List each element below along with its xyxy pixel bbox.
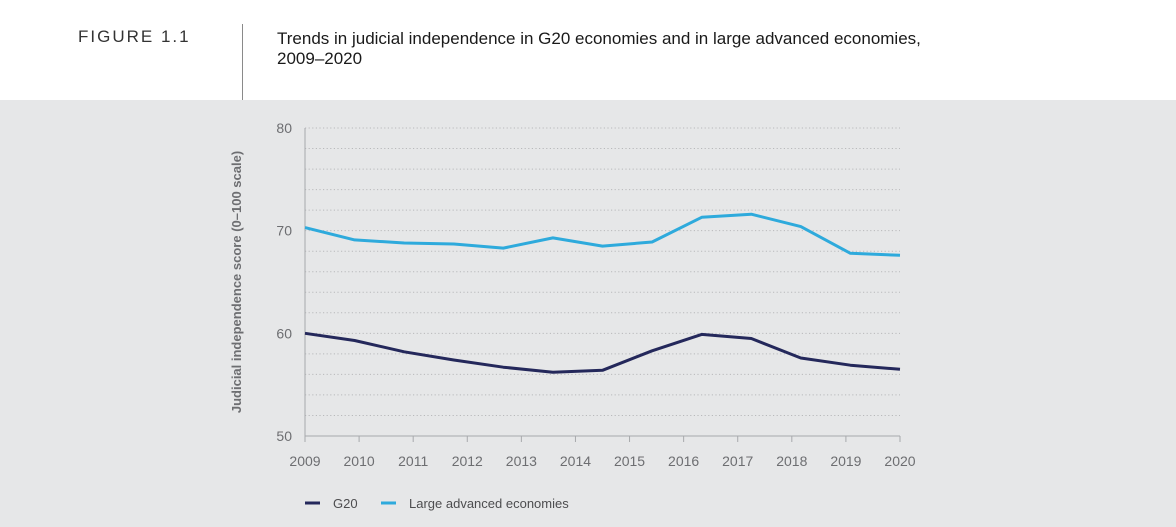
y-tick-label: 50 bbox=[276, 428, 292, 444]
figure-header: FIGURE 1.1 Trends in judicial independen… bbox=[0, 0, 1176, 100]
legend-label: Large advanced economies bbox=[409, 496, 569, 511]
axes bbox=[304, 128, 901, 442]
y-tick-label: 70 bbox=[276, 223, 292, 239]
x-tick-label: 2011 bbox=[398, 453, 428, 469]
x-tick-label: 2017 bbox=[722, 453, 753, 469]
figure-label: FIGURE 1.1 bbox=[78, 27, 191, 46]
header-separator bbox=[242, 24, 243, 100]
x-tick-label: 2019 bbox=[830, 453, 861, 469]
x-tick-label: 2015 bbox=[614, 453, 645, 469]
y-axis-label: Judicial independence score (0–100 scale… bbox=[229, 151, 244, 413]
x-tick-label: 2013 bbox=[506, 453, 537, 469]
chart-area: 50 60 70 80 2009 2010 2011 2012 2013 2014 2015 201… bbox=[0, 100, 1176, 527]
x-tick-label: 2014 bbox=[560, 453, 591, 469]
x-tick-label: 2010 bbox=[344, 453, 375, 469]
x-tick-label: 2012 bbox=[452, 453, 483, 469]
y-tick-label: 80 bbox=[276, 120, 292, 136]
legend-label: G20 bbox=[333, 496, 358, 511]
x-tick-label: 2020 bbox=[884, 453, 915, 469]
figure-title: Trends in judicial independence in G20 e… bbox=[277, 29, 1097, 69]
y-tick-label: 60 bbox=[276, 325, 292, 341]
x-tick-label: 2018 bbox=[776, 453, 807, 469]
series-lines bbox=[304, 212, 901, 374]
y-tick-labels: 50 60 70 80 bbox=[276, 120, 292, 444]
gridlines bbox=[305, 127, 900, 416]
x-tick-label: 2009 bbox=[289, 453, 320, 469]
series-line-large-advanced-economies bbox=[304, 212, 901, 257]
figure-title-line1: Trends in judicial independence in G20 e… bbox=[277, 29, 921, 48]
figure-title-line2: 2009–2020 bbox=[277, 49, 363, 68]
x-tick-label: 2016 bbox=[668, 453, 699, 469]
x-tick-labels: 2009 2010 2011 2012 2013 2014 2015 2016 2017 2018… bbox=[289, 453, 915, 469]
series-line-g20 bbox=[304, 331, 901, 374]
legend: G20 Large advanced economies bbox=[305, 496, 569, 511]
line-chart: 50 60 70 80 2009 2010 2011 2012 2013 2014 2015 201… bbox=[229, 120, 916, 511]
